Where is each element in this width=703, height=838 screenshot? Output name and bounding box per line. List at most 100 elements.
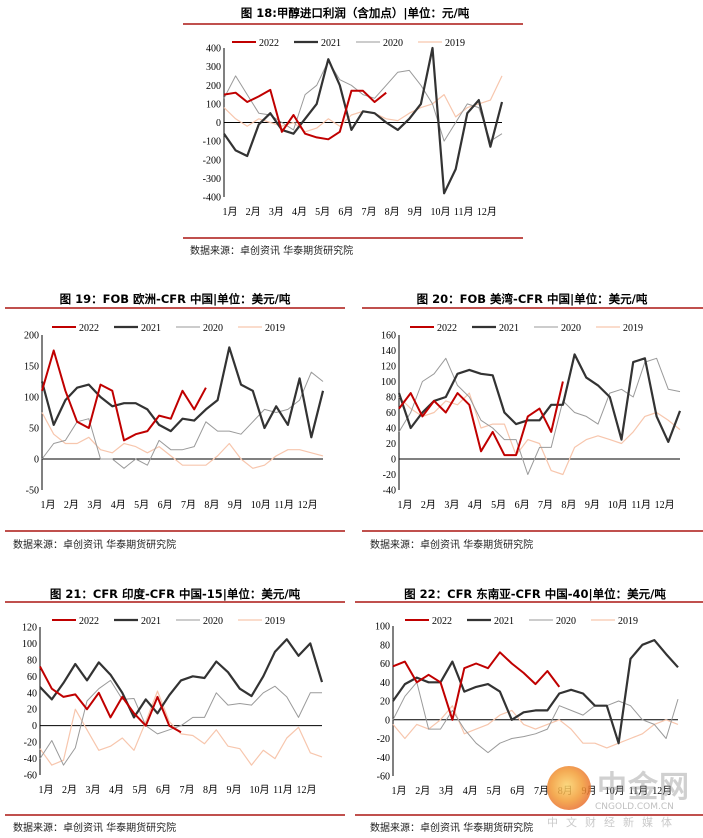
y-tick-label: 40	[27, 688, 37, 699]
legend-label-2019: 2019	[445, 38, 465, 49]
x-tick-label: 2月	[415, 785, 430, 797]
x-tick-label: 2月	[64, 499, 79, 511]
x-tick-label: 3月	[444, 499, 459, 511]
y-tick-label: 60	[380, 659, 390, 670]
x-tick-label: 7月	[180, 784, 195, 796]
x-tick-label: 9月	[228, 499, 243, 511]
x-tick-label: 6月	[158, 499, 173, 511]
legend-label-2019: 2019	[623, 323, 643, 334]
series-line-2019	[39, 690, 323, 766]
watermark: 中金网 CNGOLD.COM.CN 中文财经新媒体	[545, 760, 703, 838]
x-tick-label: 6月	[515, 499, 530, 511]
series-line-2020	[41, 371, 324, 469]
x-tick-label: 10月	[431, 206, 451, 218]
series-line-2021	[392, 638, 679, 745]
y-tick-label: 0	[385, 715, 390, 726]
y-tick-label: -50	[26, 486, 39, 497]
y-tick-label: 60	[386, 408, 396, 419]
legend-label-2021: 2021	[321, 38, 341, 49]
legend-label-2022: 2022	[259, 38, 279, 49]
legend-label-2021: 2021	[141, 616, 161, 627]
legend-label-2022: 2022	[432, 616, 452, 627]
x-tick-label: 5月	[487, 785, 502, 797]
x-tick-label: 11月	[629, 785, 649, 797]
x-tick-label: 5月	[134, 499, 149, 511]
x-tick-label: 4月	[292, 206, 307, 218]
legend-label-2022: 2022	[437, 323, 457, 334]
legend-label-2022: 2022	[79, 323, 99, 334]
watermark-tagline: 中文财经新媒体	[547, 816, 680, 829]
x-tick-label: 12月	[655, 499, 675, 511]
chart-22-source: 数据来源：卓创资讯 华泰期货研究院	[370, 823, 534, 834]
y-tick-label: 40	[386, 424, 396, 435]
y-tick-label: 80	[380, 640, 390, 651]
legend-label-2019: 2019	[618, 616, 638, 627]
x-tick-label: 9月	[408, 206, 423, 218]
chart-21-bottom-rule	[5, 814, 345, 816]
y-tick-label: 300	[206, 62, 221, 73]
x-tick-label: 12月	[297, 784, 317, 796]
x-tick-label: 3月	[87, 499, 102, 511]
legend-label-2020: 2020	[203, 323, 223, 334]
y-tick-label: 100	[24, 393, 39, 404]
watermark-name: 中金网	[597, 770, 690, 805]
y-tick-label: 20	[380, 697, 390, 708]
chart-19: -50 0 50 100 150 200 1月 2月 3月 4月 5月 6月 7月 8月 9月 10月 11月 1…	[24, 323, 325, 511]
y-tick-label: -40	[377, 753, 390, 764]
x-tick-label: 7月	[362, 206, 377, 218]
y-tick-label: 120	[22, 623, 37, 634]
x-tick-label: 3月	[86, 784, 101, 796]
series-line-2021	[223, 46, 504, 195]
y-tick-label: 100	[206, 99, 221, 110]
y-tick-label: -20	[24, 738, 37, 749]
y-tick-label: 400	[206, 44, 221, 55]
series-line-2020	[39, 679, 322, 766]
watermark-logo-icon	[547, 766, 591, 810]
x-tick-label: 11月	[273, 784, 293, 796]
legend-label-2019: 2019	[265, 616, 285, 627]
chart-19-source: 数据来源：卓创资讯 华泰期货研究院	[13, 540, 177, 551]
series-line-2020	[223, 60, 503, 142]
x-tick-label: 10月	[250, 784, 270, 796]
y-tick-label: 0	[34, 455, 39, 466]
chart-21-title-rule	[5, 601, 345, 603]
x-tick-label: 8月	[204, 499, 219, 511]
y-tick-label: 150	[24, 362, 39, 373]
chart-22-bottom-rule	[355, 814, 703, 816]
y-tick-label: 200	[24, 331, 39, 342]
x-tick-label: 8月	[561, 499, 576, 511]
y-tick-label: -40	[24, 754, 37, 765]
x-tick-label: 3月	[269, 206, 284, 218]
series-line-2019	[223, 75, 503, 133]
y-tick-label: -40	[383, 486, 396, 497]
y-tick-label: -20	[377, 734, 390, 745]
y-tick-label: 0	[391, 455, 396, 466]
y-tick-label: 160	[381, 331, 396, 342]
chart-20-source: 数据来源：卓创资讯 华泰期货研究院	[370, 540, 534, 551]
y-tick-label: 120	[381, 362, 396, 373]
x-tick-label: 6月	[510, 785, 525, 797]
y-tick-label: 50	[29, 424, 39, 435]
y-tick-label: 20	[27, 705, 37, 716]
x-tick-label: 11月	[631, 499, 651, 511]
y-tick-label: 40	[380, 678, 390, 689]
x-tick-label: 12月	[652, 785, 672, 797]
series-line-2022	[398, 381, 564, 457]
x-tick-label: 6月	[156, 784, 171, 796]
chart-20-title-rule	[362, 307, 703, 309]
chart-20: -40 -20 0 20 40 60 80 100 120 140 160 1月 2月 3月 4月 5月 6月 7…	[381, 323, 682, 511]
x-tick-label: 5月	[133, 784, 148, 796]
chart-19-title: 图 19：FOB 欧洲-CFR 中国|单位：美元/吨	[59, 292, 291, 306]
y-tick-label: 140	[381, 346, 396, 357]
chart-20-bottom-rule	[362, 530, 703, 532]
x-tick-label: 10月	[251, 499, 271, 511]
y-tick-label: -400	[203, 193, 221, 204]
x-tick-label: 4月	[111, 499, 126, 511]
x-tick-label: 1月	[392, 785, 407, 797]
x-tick-label: 5月	[491, 499, 506, 511]
x-tick-label: 2月	[62, 784, 77, 796]
series-line-2019	[398, 392, 681, 476]
x-tick-label: 10月	[605, 785, 625, 797]
series-line-2020	[392, 681, 679, 754]
